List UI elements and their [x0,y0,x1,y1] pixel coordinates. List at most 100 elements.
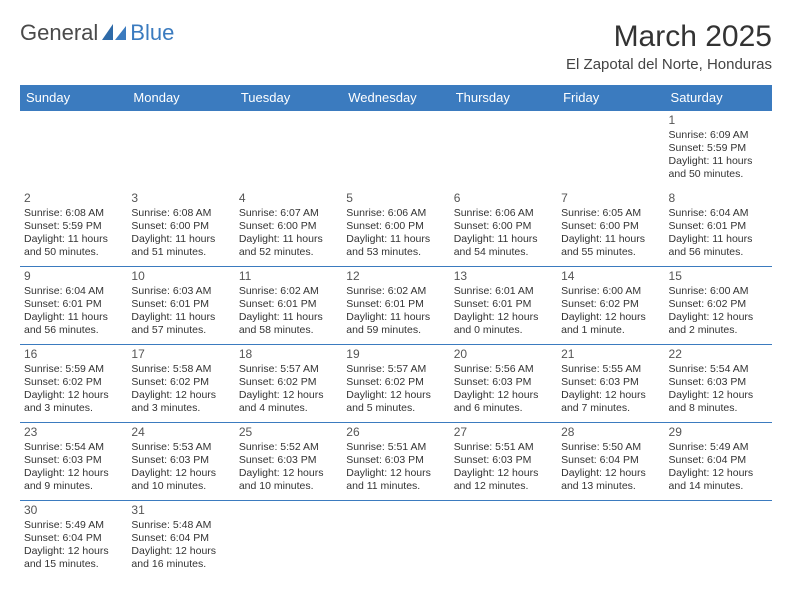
calendar-cell: 2Sunrise: 6:08 AMSunset: 5:59 PMDaylight… [20,189,127,267]
day-number: 20 [454,347,553,362]
day-number: 22 [669,347,768,362]
calendar-cell: 20Sunrise: 5:56 AMSunset: 6:03 PMDayligh… [450,345,557,423]
sunset-line: Sunset: 6:00 PM [131,220,230,233]
daylight-line: Daylight: 12 hours and 1 minute. [561,311,660,337]
sunrise-line: Sunrise: 5:56 AM [454,363,553,376]
sunrise-line: Sunrise: 6:04 AM [669,207,768,220]
sunset-line: Sunset: 6:01 PM [131,298,230,311]
sunset-line: Sunset: 5:59 PM [24,220,123,233]
sunset-line: Sunset: 6:03 PM [669,376,768,389]
calendar-cell: 7Sunrise: 6:05 AMSunset: 6:00 PMDaylight… [557,189,664,267]
daylight-line: Daylight: 11 hours and 50 minutes. [24,233,123,259]
day-number: 16 [24,347,123,362]
calendar-cell: 26Sunrise: 5:51 AMSunset: 6:03 PMDayligh… [342,423,449,501]
sunset-line: Sunset: 6:02 PM [346,376,445,389]
daylight-line: Daylight: 12 hours and 0 minutes. [454,311,553,337]
calendar-cell: 11Sunrise: 6:02 AMSunset: 6:01 PMDayligh… [235,267,342,345]
sunrise-line: Sunrise: 6:04 AM [24,285,123,298]
day-header: Sunday [20,85,127,111]
calendar-cell [342,501,449,579]
day-number: 18 [239,347,338,362]
daylight-line: Daylight: 11 hours and 54 minutes. [454,233,553,259]
sunrise-line: Sunrise: 6:01 AM [454,285,553,298]
day-number: 8 [669,191,768,206]
sunrise-line: Sunrise: 5:57 AM [346,363,445,376]
calendar-cell: 21Sunrise: 5:55 AMSunset: 6:03 PMDayligh… [557,345,664,423]
day-number: 15 [669,269,768,284]
day-header: Monday [127,85,234,111]
page-subtitle: El Zapotal del Norte, Honduras [566,56,772,73]
daylight-line: Daylight: 11 hours and 55 minutes. [561,233,660,259]
sunrise-line: Sunrise: 5:52 AM [239,441,338,454]
calendar-cell: 3Sunrise: 6:08 AMSunset: 6:00 PMDaylight… [127,189,234,267]
calendar-cell: 16Sunrise: 5:59 AMSunset: 6:02 PMDayligh… [20,345,127,423]
sunrise-line: Sunrise: 5:55 AM [561,363,660,376]
day-number: 30 [24,503,123,518]
sunrise-line: Sunrise: 5:58 AM [131,363,230,376]
page-title: March 2025 [566,20,772,54]
day-number: 31 [131,503,230,518]
sunset-line: Sunset: 6:03 PM [561,376,660,389]
calendar-cell [235,111,342,189]
calendar-cell: 4Sunrise: 6:07 AMSunset: 6:00 PMDaylight… [235,189,342,267]
sunrise-line: Sunrise: 5:49 AM [24,519,123,532]
calendar-cell [557,111,664,189]
sunrise-line: Sunrise: 6:07 AM [239,207,338,220]
sunset-line: Sunset: 6:00 PM [239,220,338,233]
sunrise-line: Sunrise: 5:53 AM [131,441,230,454]
sunrise-line: Sunrise: 5:51 AM [454,441,553,454]
sunset-line: Sunset: 6:02 PM [239,376,338,389]
sunset-line: Sunset: 5:59 PM [669,142,768,155]
calendar-cell [557,501,664,579]
sunset-line: Sunset: 6:04 PM [669,454,768,467]
daylight-line: Daylight: 11 hours and 58 minutes. [239,311,338,337]
daylight-line: Daylight: 11 hours and 56 minutes. [24,311,123,337]
daylight-line: Daylight: 12 hours and 9 minutes. [24,467,123,493]
daylight-line: Daylight: 11 hours and 51 minutes. [131,233,230,259]
day-number: 6 [454,191,553,206]
daylight-line: Daylight: 11 hours and 50 minutes. [669,155,768,181]
calendar-cell: 6Sunrise: 6:06 AMSunset: 6:00 PMDaylight… [450,189,557,267]
calendar-table: SundayMondayTuesdayWednesdayThursdayFrid… [20,85,772,579]
day-number: 17 [131,347,230,362]
calendar-cell [20,111,127,189]
day-number: 28 [561,425,660,440]
sunrise-line: Sunrise: 5:51 AM [346,441,445,454]
day-header: Thursday [450,85,557,111]
sunset-line: Sunset: 6:04 PM [561,454,660,467]
day-header: Wednesday [342,85,449,111]
day-number: 1 [669,113,768,128]
sunset-line: Sunset: 6:01 PM [346,298,445,311]
calendar-cell: 31Sunrise: 5:48 AMSunset: 6:04 PMDayligh… [127,501,234,579]
calendar-cell [342,111,449,189]
sunrise-line: Sunrise: 6:05 AM [561,207,660,220]
calendar-cell: 5Sunrise: 6:06 AMSunset: 6:00 PMDaylight… [342,189,449,267]
calendar-cell: 27Sunrise: 5:51 AMSunset: 6:03 PMDayligh… [450,423,557,501]
daylight-line: Daylight: 11 hours and 56 minutes. [669,233,768,259]
logo-sail-icon [102,24,128,42]
day-number: 23 [24,425,123,440]
day-number: 2 [24,191,123,206]
daylight-line: Daylight: 12 hours and 10 minutes. [131,467,230,493]
logo-text-general: General [20,20,98,46]
day-number: 3 [131,191,230,206]
sunrise-line: Sunrise: 6:08 AM [131,207,230,220]
daylight-line: Daylight: 12 hours and 10 minutes. [239,467,338,493]
sunrise-line: Sunrise: 6:08 AM [24,207,123,220]
calendar-cell: 24Sunrise: 5:53 AMSunset: 6:03 PMDayligh… [127,423,234,501]
sunrise-line: Sunrise: 5:59 AM [24,363,123,376]
day-header: Friday [557,85,664,111]
day-number: 7 [561,191,660,206]
sunrise-line: Sunrise: 5:48 AM [131,519,230,532]
calendar-cell: 19Sunrise: 5:57 AMSunset: 6:02 PMDayligh… [342,345,449,423]
calendar-body: 1Sunrise: 6:09 AMSunset: 5:59 PMDaylight… [20,111,772,579]
title-block: March 2025 El Zapotal del Norte, Hondura… [566,20,772,73]
sunrise-line: Sunrise: 6:02 AM [346,285,445,298]
daylight-line: Daylight: 12 hours and 6 minutes. [454,389,553,415]
calendar-cell [450,111,557,189]
calendar-cell: 29Sunrise: 5:49 AMSunset: 6:04 PMDayligh… [665,423,772,501]
daylight-line: Daylight: 11 hours and 59 minutes. [346,311,445,337]
day-header: Tuesday [235,85,342,111]
daylight-line: Daylight: 11 hours and 57 minutes. [131,311,230,337]
sunset-line: Sunset: 6:04 PM [24,532,123,545]
